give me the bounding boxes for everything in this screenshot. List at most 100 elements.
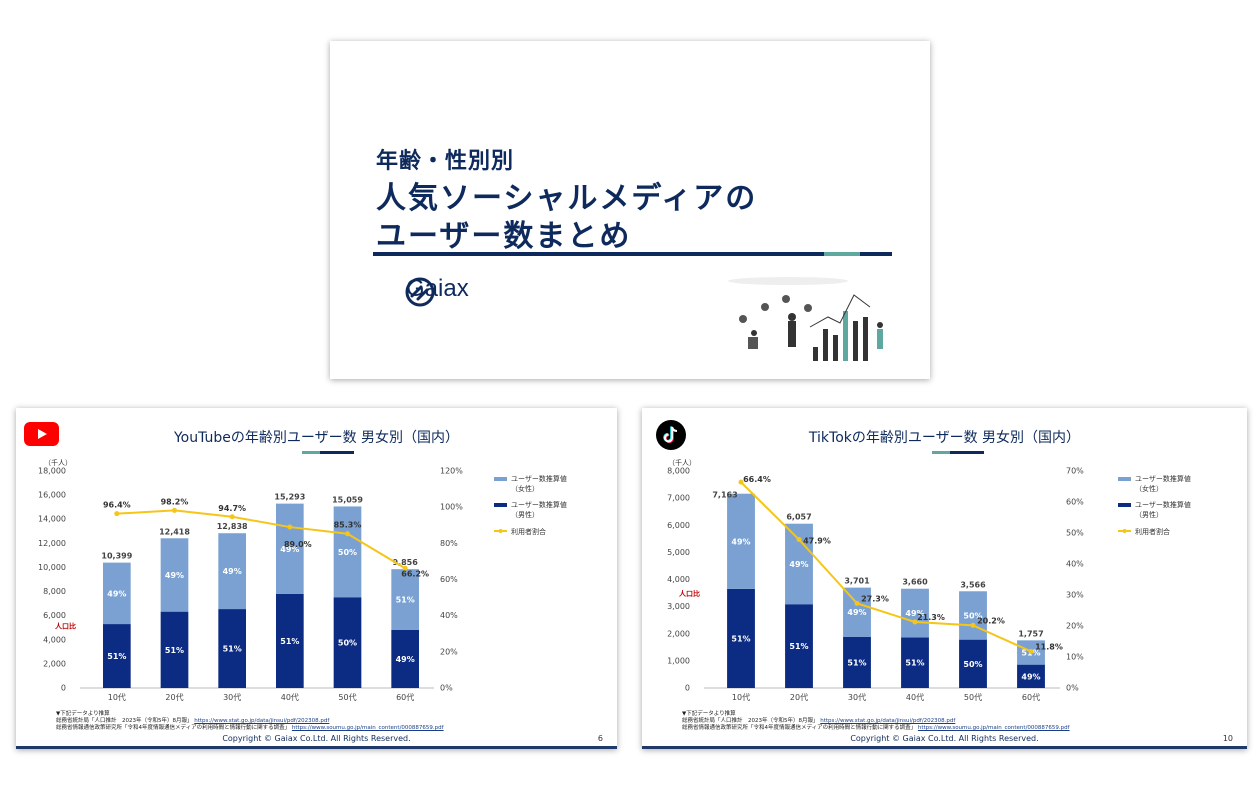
youtube-slide: YouTubeの年齢別ユーザー数 男女別（国内） （千人） 0 2,000 4,000… bbox=[16, 408, 617, 749]
y2-tick-label: 60% bbox=[1066, 498, 1084, 507]
bar-female bbox=[218, 533, 247, 610]
legend-female-line1: ユーザー数推算値 bbox=[511, 474, 567, 483]
female-share-label: 49% bbox=[847, 608, 866, 617]
usage-ratio-label: 94.7% bbox=[218, 504, 246, 513]
bar-female bbox=[843, 587, 871, 637]
total-label: 15,059 bbox=[332, 495, 363, 504]
usage-ratio-label: 98.2% bbox=[161, 497, 189, 506]
male-share-label: 51% bbox=[731, 634, 750, 643]
female-share-label: 49% bbox=[789, 560, 808, 569]
y2-tick-label: 120% bbox=[440, 467, 463, 476]
y2-tick-label: 40% bbox=[440, 611, 458, 620]
male-share-label: 51% bbox=[789, 642, 808, 651]
female-share-label: 49% bbox=[280, 545, 299, 554]
bar-female bbox=[727, 493, 755, 589]
title-slide: 年齢・性別別 人気ソーシャルメディアの ユーザー数まとめ Gaiax bbox=[330, 41, 930, 379]
female-share-label: 49% bbox=[107, 589, 126, 598]
title-rule-accent bbox=[824, 252, 860, 256]
x-tick-label: 20代 bbox=[790, 692, 808, 702]
source-notes: ▼下記データより推算 総務省統計局「人口推計 2023年（令和5年）8月報」 h… bbox=[682, 711, 1070, 732]
male-share-label: 51% bbox=[165, 646, 184, 655]
x-tick-label: 30代 bbox=[223, 692, 241, 702]
bar-female bbox=[391, 569, 420, 630]
title-underline bbox=[302, 451, 354, 454]
x-tick-label: 60代 bbox=[1022, 692, 1040, 702]
title-line-1: 人気ソーシャルメディアの bbox=[376, 181, 758, 216]
y-tick-label: 4,000 bbox=[667, 575, 690, 584]
x-tick-label: 60代 bbox=[396, 692, 414, 702]
x-tick-label: 40代 bbox=[906, 692, 924, 702]
usage-ratio-point bbox=[970, 622, 976, 628]
source-heading: ▼下記データより推算 bbox=[682, 711, 736, 717]
x-tick-label: 50代 bbox=[964, 692, 982, 702]
usage-ratio-label: 66.2% bbox=[401, 569, 429, 578]
female-share-label: 49% bbox=[905, 609, 924, 618]
usage-ratio-line bbox=[740, 481, 1032, 653]
y-tick-label: 5,000 bbox=[667, 548, 690, 557]
copyright: Copyright © Gaiax Co.Ltd. All Rights Res… bbox=[850, 734, 1039, 743]
legend-swatch-line-marker bbox=[1122, 529, 1127, 533]
y-tick-label: 2,000 bbox=[667, 629, 690, 638]
male-share-label: 51% bbox=[223, 645, 242, 654]
usage-ratio-label: 27.3% bbox=[861, 594, 889, 603]
male-share-label: 49% bbox=[396, 655, 415, 664]
y-axis-unit: （千人） bbox=[44, 458, 72, 467]
female-share-label: 50% bbox=[338, 548, 357, 557]
bar-male bbox=[218, 609, 247, 688]
population-ratio-label: 人口比 bbox=[679, 589, 700, 598]
bar-male bbox=[1017, 664, 1045, 688]
usage-ratio-label: 96.4% bbox=[103, 501, 131, 510]
y-tick-label: 18,000 bbox=[38, 467, 66, 476]
total-label: 10,399 bbox=[101, 552, 132, 561]
source-2-link[interactable]: https://www.soumu.go.jp/main_content/000… bbox=[291, 725, 444, 731]
bar-male bbox=[959, 639, 987, 688]
x-tick-label: 40代 bbox=[281, 692, 299, 702]
usage-ratio-label: 20.2% bbox=[977, 616, 1005, 625]
bar-male bbox=[727, 588, 755, 688]
y2-tick-label: 80% bbox=[440, 539, 458, 548]
x-tick-label: 10代 bbox=[732, 692, 750, 702]
source-2-link[interactable]: https://www.soumu.go.jp/main_content/000… bbox=[917, 725, 1070, 731]
y-tick-label: 14,000 bbox=[38, 515, 66, 524]
male-share-label: 51% bbox=[905, 659, 924, 668]
total-label: 7,163 bbox=[712, 491, 737, 500]
title-rule bbox=[373, 252, 892, 256]
y-tick-label: 16,000 bbox=[38, 491, 66, 500]
source-1-link[interactable]: https://www.stat.go.jp/data/jinsui/pdf/2… bbox=[194, 718, 330, 724]
y2-tick-label: 0% bbox=[1066, 684, 1079, 693]
bar-male bbox=[333, 597, 362, 688]
y2-tick-label: 70% bbox=[1066, 467, 1084, 476]
legend-swatch-female bbox=[494, 477, 507, 481]
tiktok-slide: TikTokの年齢別ユーザー数 男女別（国内） （千人） 0 1,000 2,000 3… bbox=[642, 408, 1247, 749]
bar-male bbox=[785, 604, 813, 688]
population-ratio-label: 人口比 bbox=[55, 621, 76, 630]
source-notes: ▼下記データより推算 総務省統計局「人口推計 2023年（令和5年）8月報」 h… bbox=[56, 711, 444, 732]
source-1: 総務省統計局「人口推計 2023年（令和5年）8月報」 bbox=[56, 718, 193, 724]
usage-ratio-point bbox=[1028, 648, 1034, 654]
y-tick-label: 12,000 bbox=[38, 539, 66, 548]
y-tick-label: 6,000 bbox=[43, 611, 66, 620]
page-number: 6 bbox=[597, 734, 603, 743]
tiktok-chart-title: TikTokの年齢別ユーザー数 男女別（国内） bbox=[808, 430, 1081, 446]
female-share-label: 49% bbox=[223, 567, 242, 576]
y2-tick-label: 20% bbox=[440, 647, 458, 656]
legend-swatch-female bbox=[1118, 477, 1131, 481]
legend-line-label: 利用者割合 bbox=[1135, 527, 1170, 536]
y2-tick-label: 50% bbox=[1066, 529, 1084, 538]
page-number: 10 bbox=[1222, 734, 1233, 743]
x-tick-label: 20代 bbox=[165, 692, 183, 702]
total-label: 6,057 bbox=[786, 513, 811, 522]
usage-ratio-label: 85.3% bbox=[334, 521, 362, 530]
bar-female bbox=[275, 503, 304, 594]
y-tick-label: 7,000 bbox=[667, 494, 690, 503]
total-label: 9,856 bbox=[393, 558, 419, 567]
total-label: 3,660 bbox=[902, 578, 928, 587]
bar-male bbox=[843, 636, 871, 688]
legend-male-line1: ユーザー数推算値 bbox=[511, 500, 567, 509]
usage-ratio-label: 11.8% bbox=[1035, 642, 1063, 651]
source-1-link[interactable]: https://www.stat.go.jp/data/jinsui/pdf/2… bbox=[820, 718, 956, 724]
y-tick-label: 4,000 bbox=[43, 635, 66, 644]
x-tick-label: 10代 bbox=[108, 692, 126, 702]
legend-swatch-male bbox=[1118, 503, 1131, 507]
social-media-illustration-icon bbox=[728, 277, 883, 361]
